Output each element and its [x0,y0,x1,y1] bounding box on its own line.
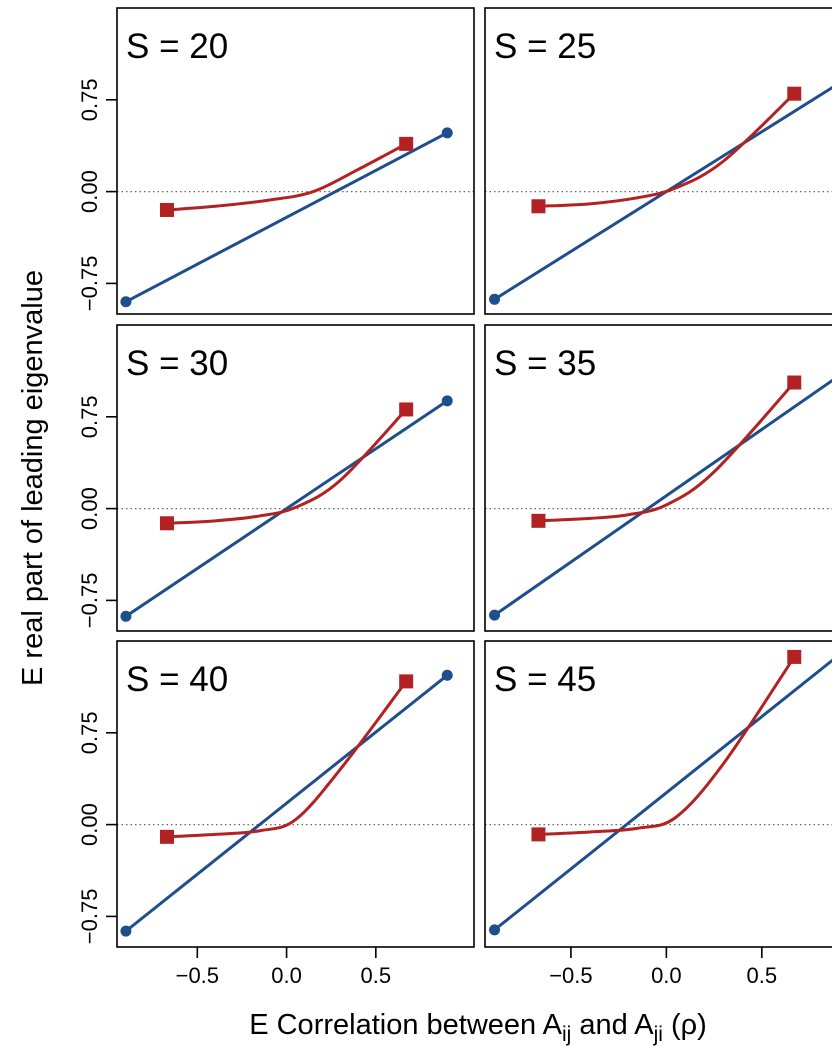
nonlinear-series-point [159,202,174,217]
y-tick-label: 0.00 [77,487,102,530]
y-tick-label: −0.75 [77,889,102,945]
linear-series-line [124,674,449,933]
panel-grid: S = 20−0.750.000.75S = 25S = 30−0.750.00… [77,7,832,988]
plot-area [117,127,474,308]
panel-frame [484,640,832,948]
linear-series-line [493,378,832,617]
chart-panel: S = 30 −0.75 0.00 0.75 [77,324,475,632]
chart-panel: S = 25 [484,7,832,315]
nonlinear-series-line [538,381,796,523]
linear-series-point [489,609,501,621]
linear-series-line [125,399,449,618]
panel-frame [116,640,475,948]
nonlinear-series-point [159,829,174,844]
chart-panel: S = 35 [484,324,832,632]
nonlinear-series-point [787,649,802,664]
panel-frame [484,324,832,632]
linear-series-point [120,925,132,937]
nonlinear-series-point [531,199,546,214]
panel-title: S = 40 [126,660,228,699]
x-tick-label: 0.5 [747,963,778,988]
y-tick-label: −0.75 [77,573,102,629]
x-tick-label: 0.5 [361,963,392,988]
y-tick-label: 0.75 [77,78,102,121]
y-axis-title: E real part of leading eigenvalue [17,270,49,686]
linear-series-line [493,658,832,932]
nonlinear-series-point [787,375,802,390]
x-axis-title: E Correlation between Aij and Aji (ρ) [249,1009,707,1046]
nonlinear-series-point [399,402,414,417]
panel-frame [116,324,475,632]
panel-title: S = 30 [126,344,228,383]
x-tick-label: 0.0 [651,963,682,988]
nonlinear-series-line [538,92,796,208]
x-tick-label: −0.5 [176,963,219,988]
x-tick-label: 0.0 [271,963,302,988]
x-tick-label: −0.5 [549,963,592,988]
chart-panel: S = 40 −0.75 0.00 0.75 −0.5 0.0 0.5 [77,640,475,988]
y-tick-label: 0.75 [77,395,102,438]
panel-frame [484,7,832,315]
plot-area [117,395,474,622]
y-tick-label: 0.75 [77,711,102,754]
linear-series-point [441,127,453,139]
panel-frame [116,7,475,315]
chart-panel: S = 45 −0.5 0.0 0.5 [484,640,832,988]
panel-title: S = 35 [494,344,596,383]
panel-title: S = 20 [126,27,228,66]
plot-area [485,85,832,305]
panel-title: S = 25 [494,27,596,66]
plot-area [485,375,832,621]
linear-series-point [489,924,501,936]
linear-series-point [489,293,501,305]
nonlinear-series-point [399,674,414,689]
nonlinear-series-line [166,408,408,525]
plot-area [117,669,474,937]
linear-series-line [125,131,448,304]
y-tick-label: −0.75 [77,256,102,312]
nonlinear-series-point [399,136,414,151]
nonlinear-series-point [159,516,174,531]
y-tick-label: 0.00 [77,803,102,846]
nonlinear-series-point [787,86,802,101]
nonlinear-series-point [531,513,546,528]
linear-series-point [441,669,453,681]
y-tick-label: 0.00 [77,170,102,213]
panel-title: S = 45 [494,660,596,699]
nonlinear-series-line [538,656,796,836]
linear-series-point [120,296,132,308]
linear-series-point [120,610,132,622]
plot-area [485,649,832,936]
nonlinear-series-line [166,680,408,839]
nonlinear-series-point [531,827,546,842]
linear-series-point [441,395,453,407]
nonlinear-series-line [166,142,407,212]
chart-panel: S = 20 −0.75 0.00 0.75 [77,7,475,315]
